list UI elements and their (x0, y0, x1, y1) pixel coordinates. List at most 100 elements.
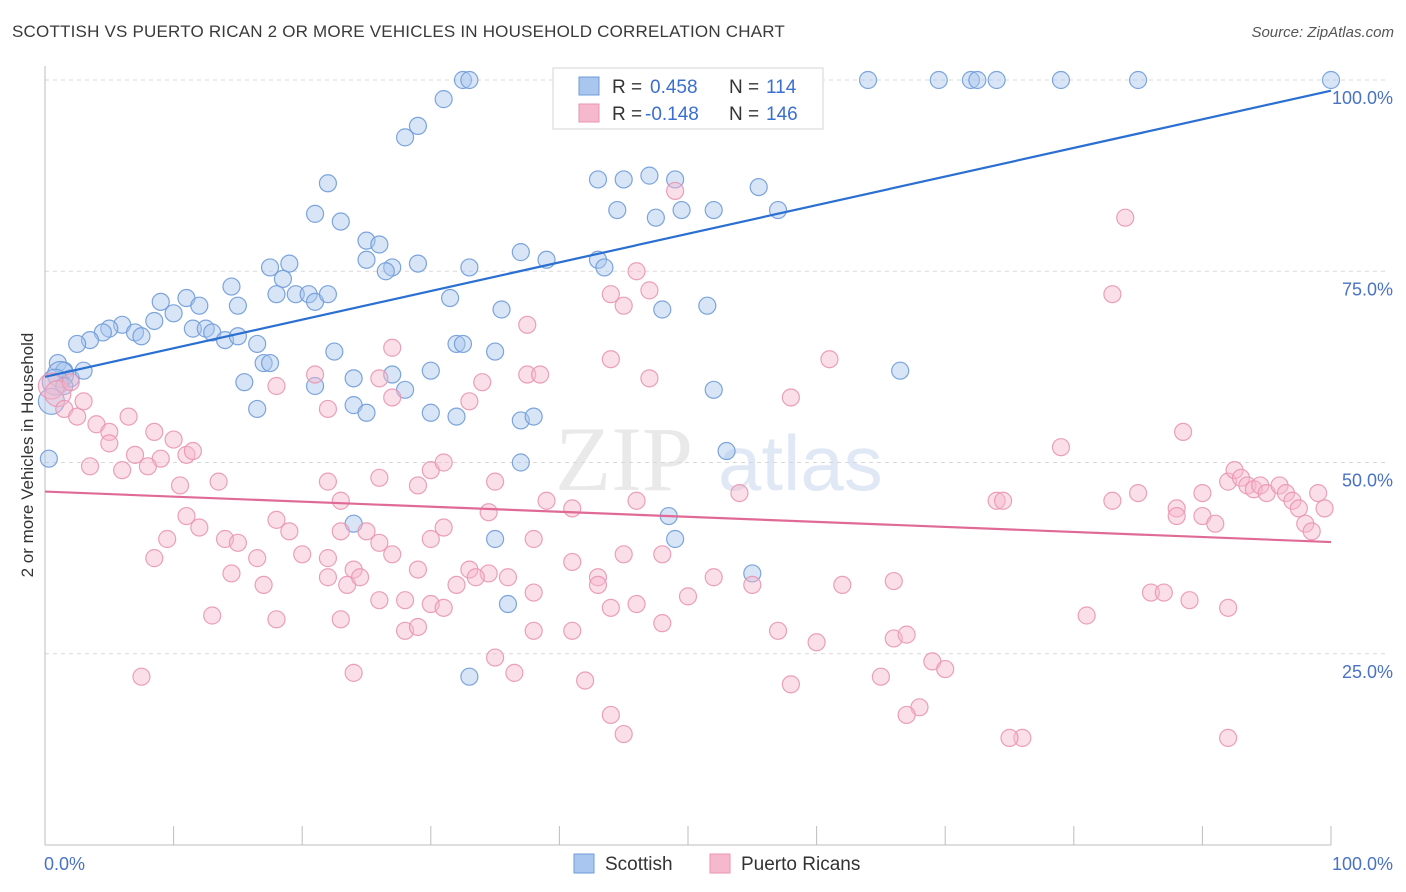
point-scottish (344, 369, 363, 388)
bottom-legend-label-scottish: Scottish (605, 854, 673, 875)
legend-r-label-pr: R = (612, 104, 642, 125)
point-puerto-ricans (421, 529, 440, 549)
point-scottish (248, 334, 267, 354)
point-puerto-ricans (74, 392, 93, 411)
bottom-legend-label-puerto-ricans: Puerto Ricans (741, 854, 860, 875)
watermark-zip: ZIP (555, 408, 693, 510)
point-puerto-ricans (1206, 514, 1225, 533)
point-puerto-ricans (466, 568, 485, 587)
point-puerto-ricans (408, 560, 428, 579)
point-puerto-ricans (614, 545, 633, 564)
legend-r-value-scottish: 0.458 (650, 77, 698, 98)
point-puerto-ricans (434, 598, 453, 617)
point-puerto-ricans (897, 625, 916, 644)
point-puerto-ricans (563, 499, 582, 518)
bottom-legend-swatch-puerto-ricans (709, 853, 731, 874)
point-puerto-ricans (280, 522, 299, 541)
point-scottish (421, 361, 440, 380)
point-scottish (183, 319, 202, 338)
point-puerto-ricans (1103, 491, 1122, 510)
watermark-atlas: atlas (718, 419, 883, 507)
point-scottish (305, 204, 325, 223)
point-puerto-ricans (357, 522, 376, 541)
point-puerto-ricans (498, 568, 518, 587)
point-puerto-ricans (537, 491, 556, 510)
point-puerto-ricans (993, 491, 1013, 510)
point-scottish (447, 334, 466, 354)
point-scottish (640, 166, 659, 185)
point-scottish (132, 327, 151, 346)
point-puerto-ricans (383, 338, 402, 357)
point-puerto-ricans (653, 545, 672, 564)
point-puerto-ricans (68, 407, 87, 426)
point-scottish (858, 70, 878, 90)
point-puerto-ricans (524, 621, 543, 640)
point-puerto-ricans (350, 568, 370, 587)
point-puerto-ricans (781, 388, 800, 407)
point-puerto-ricans (61, 373, 80, 392)
point-puerto-ricans (871, 667, 891, 686)
point-scottish (260, 258, 280, 277)
point-scottish (453, 334, 473, 354)
point-scottish (254, 353, 273, 373)
source-label: Source: ZipAtlas.com (1251, 24, 1394, 41)
point-scottish (408, 254, 428, 273)
trend-line-scottish (44, 89, 1332, 378)
point-puerto-ricans (1013, 728, 1032, 748)
point-puerto-ricans (190, 518, 209, 537)
point-puerto-ricans (1103, 285, 1122, 304)
point-puerto-ricans (563, 621, 582, 640)
stats-legend: R = 0.458 N = 114 R = -0.148 N = 146 (552, 67, 824, 130)
point-puerto-ricans (145, 422, 164, 441)
legend-n-value-scottish: 114 (766, 77, 797, 98)
point-scottish (235, 373, 254, 392)
legend-n-label-scottish: N = (729, 77, 759, 98)
point-puerto-ricans (884, 571, 903, 591)
point-scottish (376, 262, 395, 281)
point-scottish (486, 529, 505, 549)
y-tick-label: 50.0% (1342, 471, 1393, 491)
point-scottish (434, 90, 453, 109)
grid-lines (45, 79, 1389, 655)
point-puerto-ricans (370, 533, 389, 552)
point-scottish (666, 529, 685, 549)
point-puerto-ricans (293, 545, 312, 564)
point-scottish (151, 292, 170, 311)
point-scottish (961, 70, 981, 90)
point-puerto-ricans (177, 506, 196, 526)
y-tick-label: 25.0% (1342, 662, 1393, 682)
point-puerto-ricans (132, 667, 151, 686)
point-puerto-ricans (1167, 499, 1186, 518)
point-puerto-ricans (614, 724, 633, 744)
legend-n-value-pr: 146 (766, 104, 798, 125)
point-puerto-ricans (1219, 728, 1238, 748)
point-puerto-ricans (781, 675, 800, 694)
point-puerto-ricans (563, 552, 582, 572)
bottom-legend-swatch-scottish (573, 853, 595, 874)
point-puerto-ricans (164, 430, 183, 449)
point-scottish (325, 342, 344, 361)
point-puerto-ricans (331, 610, 350, 629)
point-scottish (460, 70, 479, 90)
point-puerto-ricans (267, 376, 286, 396)
point-puerto-ricans (531, 365, 550, 384)
series-puerto-ricans (37, 181, 1334, 748)
y-tick-label: 75.0% (1342, 279, 1393, 299)
point-puerto-ricans (305, 365, 325, 384)
point-puerto-ricans (318, 472, 338, 491)
point-scottish (614, 170, 633, 189)
point-puerto-ricans (1154, 583, 1173, 602)
point-puerto-ricans (267, 510, 286, 529)
trend-lines (44, 89, 1332, 544)
y-tick-labels: 25.0% 50.0% 75.0% 100.0% (1332, 88, 1393, 682)
point-puerto-ricans (1141, 583, 1161, 602)
point-puerto-ricans (1309, 484, 1328, 503)
point-puerto-ricans (267, 610, 286, 629)
point-puerto-ricans (434, 518, 453, 537)
point-puerto-ricans (408, 617, 428, 637)
point-puerto-ricans (138, 457, 157, 476)
point-puerto-ricans (1128, 484, 1148, 503)
point-puerto-ricans (248, 549, 267, 568)
point-puerto-ricans (318, 568, 338, 587)
